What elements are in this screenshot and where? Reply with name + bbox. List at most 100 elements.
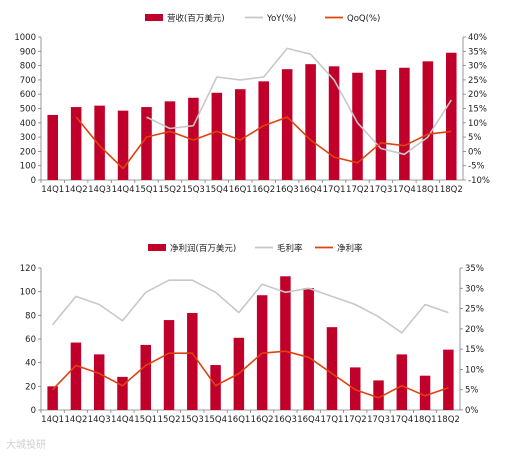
chart1-right-tick-label: 40% [468, 33, 487, 43]
chart2-left-tick-label: 100 [20, 288, 36, 298]
chart2-bar-16Q4 [303, 288, 314, 410]
chart1-right-tick-label: -10% [468, 176, 490, 186]
chart1-right-tick-label: 5% [468, 133, 482, 143]
chart1-x-tick-label: 16Q4 [299, 185, 322, 195]
chart2-bar-18Q1 [419, 375, 431, 410]
chart1-left-tick-label: 300 [20, 133, 36, 143]
chart2-x-tick-label: 17Q4 [390, 415, 413, 425]
chart1-bar-15Q4 [211, 92, 223, 180]
chart2-bar-15Q2 [163, 320, 175, 410]
chart2-bar-18Q2 [443, 349, 454, 410]
chart2-x-tick-label: 14Q3 [88, 415, 111, 425]
chart2-bar-14Q2 [70, 342, 82, 410]
chart1-right-tick-label: 0% [468, 147, 482, 157]
chart1-x-tick-label: 16Q1 [229, 185, 252, 195]
chart1-bar-16Q3 [281, 69, 293, 180]
chart2-series-line-2 [52, 350, 449, 399]
chart1-legend-label: QoQ(%) [347, 14, 380, 24]
chart2-x-tick-label: 14Q1 [41, 415, 64, 425]
chart2-x-tick-label: 16Q1 [227, 415, 250, 425]
chart1-x-tick-label: 16Q3 [276, 185, 299, 195]
chart2-bar-14Q1 [47, 386, 58, 410]
chart2-left-tick-label: 60 [25, 335, 36, 345]
chart1-series-line-1 [146, 47, 452, 156]
watermark-text: 大城投研 [6, 440, 46, 451]
chart2-left-tick-label: 80 [25, 311, 36, 321]
chart2-right-tick-label: 5% [465, 386, 479, 396]
chart2-bar-15Q1 [140, 344, 151, 410]
chart1-left-tick-label: 400 [20, 119, 36, 129]
chart2-legend-label: 毛利率 [277, 243, 303, 254]
chart2-right-tick-label: 20% [465, 325, 484, 335]
chart1-left-tick-label: 500 [20, 105, 36, 115]
chart2-left-tick-label: 0 [31, 406, 36, 416]
chart1-x-tick-label: 14Q3 [88, 185, 111, 195]
chart2-bar-17Q4 [396, 354, 408, 410]
chart2-x-tick-label: 14Q4 [111, 415, 134, 425]
chart1-x-tick-label: 18Q1 [416, 185, 439, 195]
chart2-x-tick-label: 15Q2 [158, 415, 181, 425]
chart1-right-tick-label: 30% [468, 62, 487, 72]
chart1-left-tick-label: 200 [20, 147, 36, 157]
chart1-x-tick-label: 17Q3 [369, 185, 392, 195]
chart1-left-tick-label: 700 [20, 76, 36, 86]
chart2-x-tick-label: 16Q4 [297, 415, 320, 425]
chart1-legend-swatch-bar [145, 14, 163, 21]
chart1-left-tick-label: 900 [20, 47, 36, 57]
chart1-bar-14Q3 [94, 105, 105, 180]
chart1-x-tick-label: 14Q1 [41, 185, 64, 195]
chart2-bar-14Q4 [117, 376, 128, 410]
chart2-legend-swatch-bar [148, 244, 166, 251]
chart2-x-tick-label: 17Q3 [367, 415, 390, 425]
chart2-right-tick-label: 35% [465, 264, 484, 274]
chart2-left-tick-label: 40 [25, 359, 36, 369]
chart2-series-line-1 [51, 279, 449, 334]
chart2-right-tick-label: 15% [465, 345, 484, 355]
chart1-bar-17Q1 [328, 66, 340, 180]
chart2-legend-label: 净利率 [337, 243, 363, 254]
chart1-bar-18Q1 [422, 61, 434, 181]
chart2-right-tick-label: 25% [465, 305, 484, 315]
chart1-x-tick-label: 15Q2 [158, 185, 181, 195]
chart1-left-tick-label: 0 [31, 176, 36, 186]
chart2-x-tick-label: 14Q2 [64, 415, 87, 425]
chart1-bar-15Q1 [141, 107, 152, 180]
chart2-bar-14Q3 [93, 354, 105, 410]
chart1-bar-16Q2 [258, 81, 269, 180]
chart1-bar-17Q4 [399, 67, 410, 180]
chart2-legend-label: 净利润(百万美元) [170, 243, 236, 254]
chart1-right-tick-label: -5% [468, 162, 485, 172]
chart2-x-tick-label: 17Q1 [321, 415, 344, 425]
chart1-x-tick-label: 14Q4 [112, 185, 135, 195]
chart1-x-tick-label: 17Q2 [346, 185, 369, 195]
chart1-x-tick-label: 15Q1 [135, 185, 158, 195]
chart2-bar-15Q4 [210, 365, 221, 410]
chart1-left-tick-label: 600 [20, 90, 36, 100]
chart2-x-tick-label: 16Q3 [274, 415, 297, 425]
chart2-bar-17Q1 [326, 327, 338, 410]
chart1-bar-17Q2 [352, 72, 363, 180]
chart1-series-line-2 [75, 116, 452, 170]
chart1-right-tick-label: 20% [468, 90, 487, 100]
chart1-right-tick-label: 35% [468, 47, 487, 57]
chart1-x-tick-label: 17Q1 [323, 185, 346, 195]
chart1-x-tick-label: 15Q4 [205, 185, 228, 195]
chart1-bar-16Q1 [235, 89, 246, 180]
chart2-x-tick-label: 18Q2 [437, 415, 460, 425]
chart2-left-tick-label: 20 [25, 382, 36, 392]
chart2-x-tick-label: 16Q2 [251, 415, 274, 425]
chart1-x-tick-label: 14Q2 [65, 185, 88, 195]
chart1-bar-16Q4 [305, 64, 316, 180]
chart2-right-tick-label: 10% [465, 365, 484, 375]
chart1-bar-18Q2 [446, 52, 457, 181]
chart2-bar-17Q3 [373, 380, 384, 410]
chart1-right-tick-label: 10% [468, 119, 487, 129]
chart2-x-tick-label: 15Q4 [204, 415, 227, 425]
chart1-right-tick-label: 25% [468, 76, 487, 86]
chart2-bar-16Q3 [280, 276, 291, 410]
chart1-left-tick-label: 100 [20, 162, 36, 172]
chart1-x-tick-label: 18Q2 [440, 185, 463, 195]
chart2-bar-15Q3 [187, 312, 198, 410]
chart2-right-tick-label: 0% [465, 406, 479, 416]
chart1-legend-label: YoY(%) [266, 14, 296, 24]
